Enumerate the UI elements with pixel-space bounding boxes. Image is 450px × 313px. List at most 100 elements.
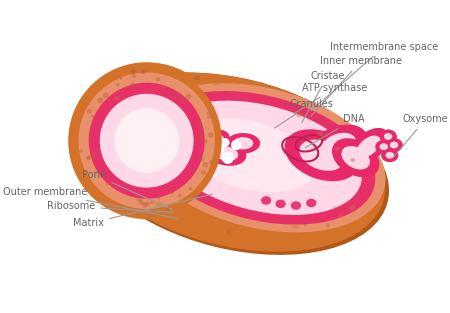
Ellipse shape [232, 121, 238, 125]
Ellipse shape [226, 230, 232, 234]
Ellipse shape [187, 149, 190, 152]
Ellipse shape [230, 194, 234, 197]
Ellipse shape [248, 218, 255, 223]
Ellipse shape [207, 152, 218, 164]
Ellipse shape [162, 202, 165, 205]
Ellipse shape [192, 137, 196, 141]
Ellipse shape [158, 100, 362, 215]
Ellipse shape [303, 218, 309, 222]
Ellipse shape [99, 147, 102, 150]
Ellipse shape [117, 106, 182, 171]
Ellipse shape [344, 193, 346, 195]
Ellipse shape [348, 128, 389, 165]
Ellipse shape [315, 164, 319, 167]
Ellipse shape [272, 133, 275, 135]
Ellipse shape [186, 181, 189, 184]
Ellipse shape [309, 201, 314, 205]
Ellipse shape [156, 201, 162, 207]
Ellipse shape [222, 191, 228, 195]
Ellipse shape [117, 144, 122, 148]
Ellipse shape [335, 163, 339, 167]
Ellipse shape [214, 146, 238, 161]
Ellipse shape [164, 99, 172, 105]
Ellipse shape [74, 63, 224, 213]
Ellipse shape [151, 147, 168, 163]
Ellipse shape [225, 125, 230, 128]
Ellipse shape [145, 91, 375, 224]
Ellipse shape [207, 91, 211, 94]
Ellipse shape [196, 111, 198, 114]
Ellipse shape [231, 140, 241, 150]
Ellipse shape [314, 159, 320, 163]
Ellipse shape [214, 144, 224, 154]
Ellipse shape [171, 126, 208, 150]
Ellipse shape [206, 141, 246, 166]
Ellipse shape [114, 96, 120, 101]
Ellipse shape [390, 141, 398, 148]
Ellipse shape [184, 176, 188, 179]
Ellipse shape [113, 154, 120, 159]
Text: Matrix: Matrix [73, 194, 212, 228]
Ellipse shape [156, 77, 160, 81]
Ellipse shape [252, 231, 256, 234]
Ellipse shape [284, 129, 359, 181]
Ellipse shape [168, 162, 175, 168]
Ellipse shape [310, 125, 367, 165]
Ellipse shape [233, 137, 253, 149]
Ellipse shape [200, 166, 206, 172]
Ellipse shape [185, 147, 194, 156]
Ellipse shape [151, 143, 157, 147]
Ellipse shape [137, 196, 143, 201]
Ellipse shape [386, 152, 394, 159]
Ellipse shape [207, 119, 213, 124]
Ellipse shape [190, 136, 200, 146]
Ellipse shape [157, 195, 161, 199]
Ellipse shape [90, 138, 93, 141]
Ellipse shape [242, 104, 265, 118]
Ellipse shape [185, 147, 194, 156]
Ellipse shape [222, 140, 226, 143]
Ellipse shape [147, 79, 150, 82]
Ellipse shape [194, 95, 199, 100]
Ellipse shape [193, 146, 208, 161]
Ellipse shape [160, 135, 207, 167]
Ellipse shape [74, 70, 207, 203]
Ellipse shape [178, 131, 201, 145]
Ellipse shape [278, 202, 283, 206]
Ellipse shape [390, 141, 398, 148]
Ellipse shape [263, 110, 266, 112]
Ellipse shape [78, 73, 215, 209]
Ellipse shape [82, 139, 86, 143]
Ellipse shape [199, 138, 202, 140]
Ellipse shape [208, 224, 215, 229]
Ellipse shape [152, 209, 156, 212]
Ellipse shape [139, 200, 144, 205]
Ellipse shape [206, 213, 210, 215]
Ellipse shape [266, 231, 270, 233]
Ellipse shape [133, 70, 137, 74]
Ellipse shape [91, 152, 96, 158]
Ellipse shape [299, 140, 344, 171]
Ellipse shape [357, 136, 380, 158]
Ellipse shape [202, 219, 206, 222]
Ellipse shape [145, 142, 174, 169]
Ellipse shape [254, 198, 278, 212]
Ellipse shape [91, 115, 94, 117]
Ellipse shape [233, 137, 253, 149]
Ellipse shape [379, 130, 396, 143]
Ellipse shape [81, 70, 217, 206]
Ellipse shape [132, 74, 136, 78]
Ellipse shape [258, 186, 262, 190]
Ellipse shape [291, 201, 301, 210]
Ellipse shape [196, 132, 198, 134]
Ellipse shape [183, 127, 190, 134]
Ellipse shape [157, 74, 162, 80]
Ellipse shape [150, 201, 154, 204]
Ellipse shape [209, 169, 212, 172]
Ellipse shape [174, 152, 178, 155]
Ellipse shape [222, 140, 226, 143]
Ellipse shape [167, 77, 172, 81]
Ellipse shape [191, 161, 197, 165]
Ellipse shape [119, 77, 122, 80]
Ellipse shape [342, 146, 370, 170]
